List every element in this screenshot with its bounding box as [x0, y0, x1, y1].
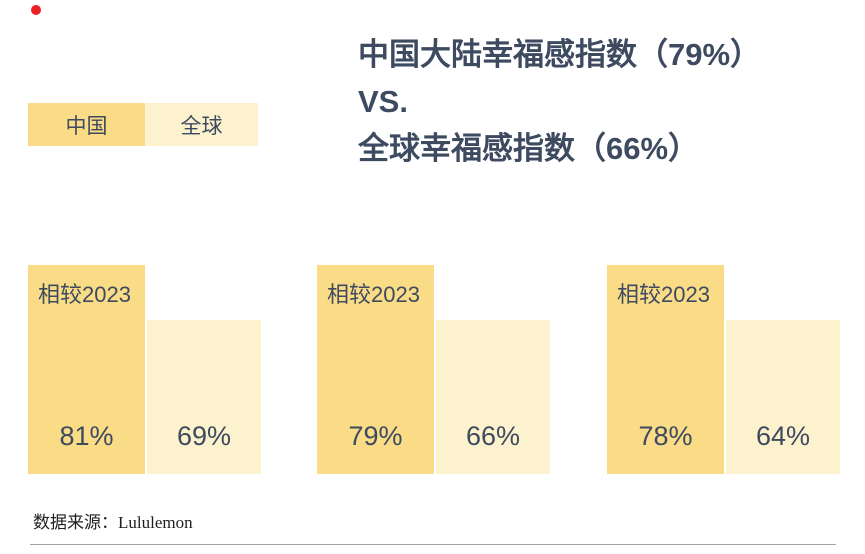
legend-item-global: 全球	[145, 103, 258, 146]
annotation-label: 相较2023	[38, 282, 131, 307]
global-value: 64%	[755, 421, 811, 451]
data-source-note: 数据来源：Lululemon	[33, 513, 193, 532]
chart-title-line-2: VS.	[358, 84, 408, 119]
china-value: 79%	[348, 421, 403, 451]
global-value: 69%	[176, 421, 232, 451]
global-bar: 66%	[436, 320, 550, 474]
legend-label-china: 中国	[65, 114, 108, 138]
legend: 中国 全球	[28, 103, 258, 146]
chart-title-line-3: 全球幸福感指数（66%）	[358, 131, 700, 166]
china-bar: 相较2023 79%	[317, 265, 434, 474]
bar-group-1: 相较2023 81% 69%	[28, 265, 261, 474]
chart-title: 中国大陆幸福感指数（79%） VS. 全球幸福感指数（66%）	[358, 31, 761, 172]
global-bar: 64%	[726, 320, 840, 474]
china-value: 81%	[59, 421, 114, 451]
legend-item-china: 中国	[28, 103, 145, 146]
global-value: 66%	[465, 421, 521, 451]
legend-label-global: 全球	[180, 114, 223, 138]
chart-title-line-1: 中国大陆幸福感指数（79%）	[358, 37, 762, 72]
bar-group-3: 相较2023 78% 64%	[607, 265, 840, 474]
china-bar: 相较2023 81%	[28, 265, 145, 474]
bottom-divider-line	[30, 544, 836, 545]
bar-group-2: 相较2023 79% 66%	[317, 265, 550, 474]
red-dot-icon	[31, 5, 41, 15]
china-bar: 相较2023 78%	[607, 265, 724, 474]
china-value: 78%	[638, 421, 693, 451]
annotation-label: 相较2023	[617, 282, 710, 307]
annotation-label: 相较2023	[327, 282, 420, 307]
global-bar: 69%	[147, 320, 261, 474]
